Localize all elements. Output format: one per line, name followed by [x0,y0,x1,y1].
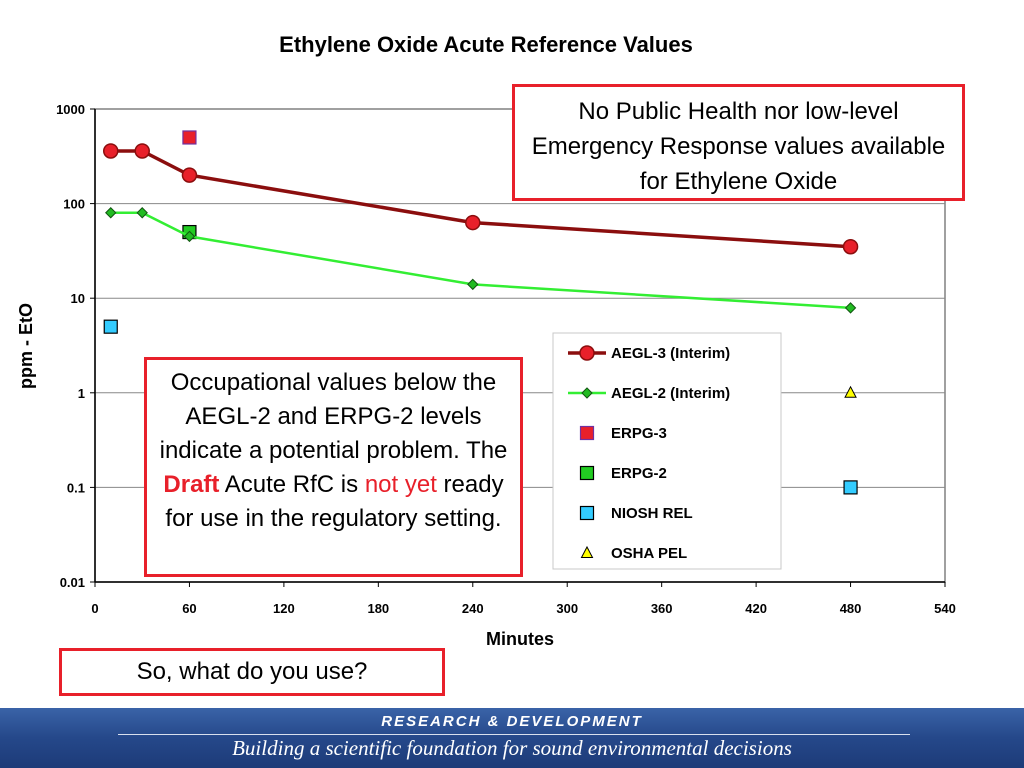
y-tick-label: 1000 [56,102,85,117]
legend-marker-0 [579,345,595,361]
data-point-0 [134,143,150,159]
data-point-4 [843,480,858,495]
legend-label-4: NIOSH REL [611,505,693,522]
data-point-0 [465,214,481,231]
x-tick-label: 120 [273,601,295,616]
callout-occupational-values: Occupational values below the AEGL-2 and… [144,357,523,577]
axes: 0.01 0.1 1 10 100 1000 0 60 120 180 240 300 360 420 48… [56,102,956,616]
legend-marker-1 [581,387,593,399]
y-tick-label: 0.01 [60,575,85,590]
data-point-1 [183,230,196,243]
legend-marker-2 [579,425,595,441]
x-tick-label: 360 [651,601,673,616]
footer-divider [118,734,910,735]
y-tick-label: 10 [71,291,85,306]
data-point-1 [467,278,479,291]
x-tick-label: 540 [934,601,956,616]
y-tick-label: 1 [78,386,85,401]
x-tick-label: 60 [182,601,196,616]
data-point-0 [842,238,859,255]
data-point-1 [844,302,857,314]
callout-mid-text-3: ready for use in the regulatory setting. [165,471,504,532]
x-tick-label: 240 [462,601,484,616]
data-point-1 [105,207,117,219]
callout-not-yet-highlight: not yet [364,471,437,498]
footer-research-development: RESEARCH & DEVELOPMENT [381,713,643,730]
legend-label-2: ERPG-3 [611,425,667,442]
legend-marker-4 [579,505,595,521]
callout-mid-text-2: Acute RfC is [224,471,359,498]
legend-box [552,332,782,570]
y-tick-label: 0.1 [67,480,85,495]
callout-question-text: So, what do you use? [136,658,368,685]
x-tick-label: 0 [91,601,98,616]
legend-label-0: AEGL-3 (Interim) [611,345,730,362]
callout-draft-highlight: Draft [163,471,220,498]
footer-tagline: Building a scientific foundation for sou… [232,736,792,760]
data-point-4 [103,319,118,334]
data-point-2 [182,130,197,145]
x-tick-label: 300 [556,601,578,616]
callout-question: So, what do you use? [59,648,445,696]
legend-marker-5 [580,545,594,558]
footer-banner: RESEARCH & DEVELOPMENT Building a scient… [0,708,1024,768]
legend-label-1: AEGL-2 (Interim) [611,385,730,402]
data-point-5 [844,385,857,398]
legend-label-5: OSHA PEL [611,545,687,562]
x-tick-label: 180 [367,601,389,616]
data-point-0 [181,167,198,183]
legend-label-3: ERPG-2 [611,465,667,482]
series-layer [102,130,859,495]
y-axis-label: ppm - EtO [16,303,36,389]
callout-mid-text-1: Occupational values below the AEGL-2 and… [159,369,508,464]
legend-marker-3 [579,465,595,481]
x-tick-label: 480 [840,601,862,616]
data-point-0 [102,143,119,159]
x-axis-label: Minutes [486,629,554,649]
x-tick-label: 420 [745,601,767,616]
callout-no-public-health: No Public Health nor low-level Emergency… [512,84,965,201]
y-tick-label: 100 [63,197,85,212]
callout-no-public-health-text: No Public Health nor low-level Emergency… [531,98,946,195]
chart-title: Ethylene Oxide Acute Reference Values [279,32,693,57]
data-point-1 [136,207,148,219]
legend: AEGL-3 (Interim) AEGL-2 (Interim) ERPG-3 ER… [552,332,782,570]
